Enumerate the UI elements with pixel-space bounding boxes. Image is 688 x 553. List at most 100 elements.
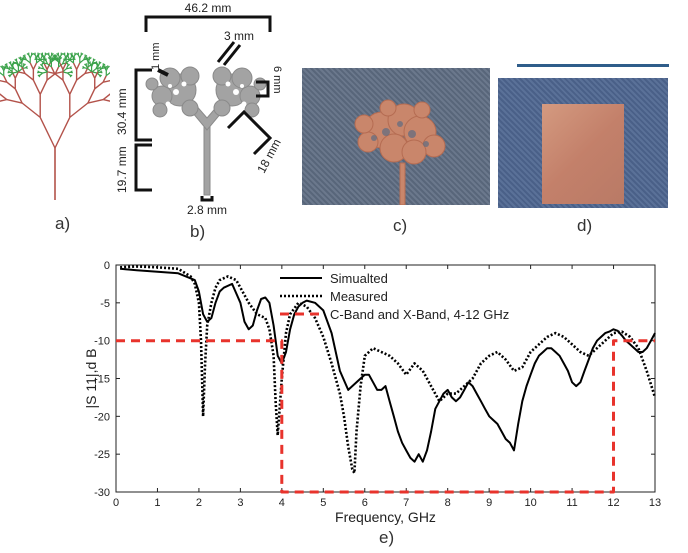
legend-label-2: C-Band and X-Band, 4-12 GHz [330, 307, 509, 322]
tree-branch [67, 63, 71, 67]
tree-branch [3, 75, 8, 83]
y-tick-label: -15 [94, 374, 110, 386]
lower-height-bracket [134, 143, 152, 192]
tree-branch [38, 56, 41, 61]
tree-branch [59, 62, 64, 70]
panel-label-b: b) [190, 222, 206, 241]
tree-branch [107, 65, 110, 69]
tree-branch [97, 63, 100, 67]
tree-branch [69, 79, 78, 95]
tree-branch [98, 61, 102, 65]
copper-tree-antenna [354, 99, 446, 206]
dim-branch-18: 18 mm [254, 136, 284, 175]
tree-branch [69, 58, 74, 61]
panel-e: 0 1 2 3 4 5 6 7 8 9 10 11 12 13 0 -5 -10 -15 -20 -25 -30 Sim… [0, 252, 688, 548]
tree-branch [62, 79, 71, 95]
tree-branch [90, 71, 96, 79]
tree-branch [98, 74, 102, 78]
tree-branch [84, 54, 88, 58]
y-tick-label: -25 [94, 449, 110, 461]
photo-ground-plane [498, 78, 668, 208]
tree-branch [25, 67, 28, 69]
tree-branch [24, 72, 34, 81]
x-tick-label: 10 [524, 497, 536, 509]
tree-branch [102, 63, 106, 66]
dim-feed-width: 2.8 mm [187, 203, 227, 217]
tree-branch [62, 62, 67, 70]
tree-branch [51, 53, 54, 56]
y-tick-label: -5 [100, 298, 110, 310]
panel-label-e: e) [379, 528, 395, 547]
tree-branch [47, 71, 55, 75]
stub-1mm-marker [157, 68, 169, 77]
tree-branch [89, 57, 92, 60]
panel-label-c: c) [393, 216, 408, 235]
tree-branch [72, 62, 78, 70]
panel-label-d: d) [577, 216, 593, 235]
tree-branch [21, 102, 41, 118]
upper-height-bracket [134, 68, 152, 142]
panel-label-a: a) [55, 214, 71, 233]
tree-branch [87, 88, 96, 104]
tree-branch [102, 92, 113, 101]
tree-branch [18, 68, 23, 73]
legend-label-1: Measured [330, 289, 388, 304]
s11-chart: 0 1 2 3 4 5 6 7 8 9 10 11 12 130-5-10-15-20-25-30 Sim… [83, 260, 661, 525]
tree-branch [29, 54, 33, 59]
y-tick-label: -10 [94, 336, 110, 348]
tree-branch [24, 56, 27, 61]
tree-branch [13, 68, 19, 73]
tree-branch [43, 54, 46, 59]
tree-branch [54, 66, 60, 74]
tree-branch [12, 71, 19, 74]
tree-branch [8, 66, 12, 69]
tree-branch [105, 72, 111, 77]
tree-branch [94, 81, 104, 90]
tree-branch [55, 59, 61, 64]
x-tick-label: 1 [154, 497, 160, 509]
x-tick-label: 0 [113, 497, 119, 509]
tree-branch [0, 93, 8, 101]
tree-branch [41, 65, 45, 70]
tree-branch [14, 71, 20, 79]
tree-branch [21, 66, 26, 74]
tree-branch [97, 68, 103, 73]
tree-branch [47, 63, 52, 68]
panel-b: 46.2 mm 30.4 mm 19.7 mm 1 mm 3 mm 6 mm 1… [110, 0, 300, 240]
branch-18mm-marker [226, 109, 273, 156]
tree-branch [43, 68, 48, 73]
tree-branch [2, 65, 6, 69]
tree-branch [79, 54, 82, 59]
tree-branch [43, 62, 48, 70]
tree-branch [87, 98, 104, 104]
tree-branch [102, 75, 107, 83]
tree-branch [87, 58, 91, 63]
x-axis-label: Frequency, GHz [335, 509, 436, 525]
tree-branch [23, 63, 26, 66]
tree-branch [66, 67, 70, 70]
tree-branch [0, 79, 8, 83]
tree-branch [55, 71, 63, 75]
tree-branch [37, 74, 41, 77]
dim-stub-1: 1 mm [150, 43, 162, 71]
tree-branch [55, 54, 58, 58]
legend-label-0: Simualted [330, 271, 388, 286]
tree-branch [25, 59, 31, 64]
tree-branch [72, 54, 76, 59]
tree-branch [75, 62, 81, 70]
tree-branch [91, 71, 98, 74]
tree-branch [100, 71, 103, 74]
tree-branch [39, 71, 43, 74]
tree-branch [66, 72, 71, 76]
series-line-2 [116, 339, 655, 494]
x-tick-label: 6 [362, 497, 368, 509]
tree-branch [46, 62, 51, 70]
tree-branch [15, 60, 19, 65]
tree-branch [32, 62, 38, 70]
dim-lower-height: 19.7 mm [115, 146, 129, 193]
tree-branch [45, 60, 49, 65]
tree-branch [87, 68, 92, 73]
tree-branch [91, 63, 94, 67]
tree-branch [87, 63, 93, 68]
tree-branch [0, 98, 7, 102]
